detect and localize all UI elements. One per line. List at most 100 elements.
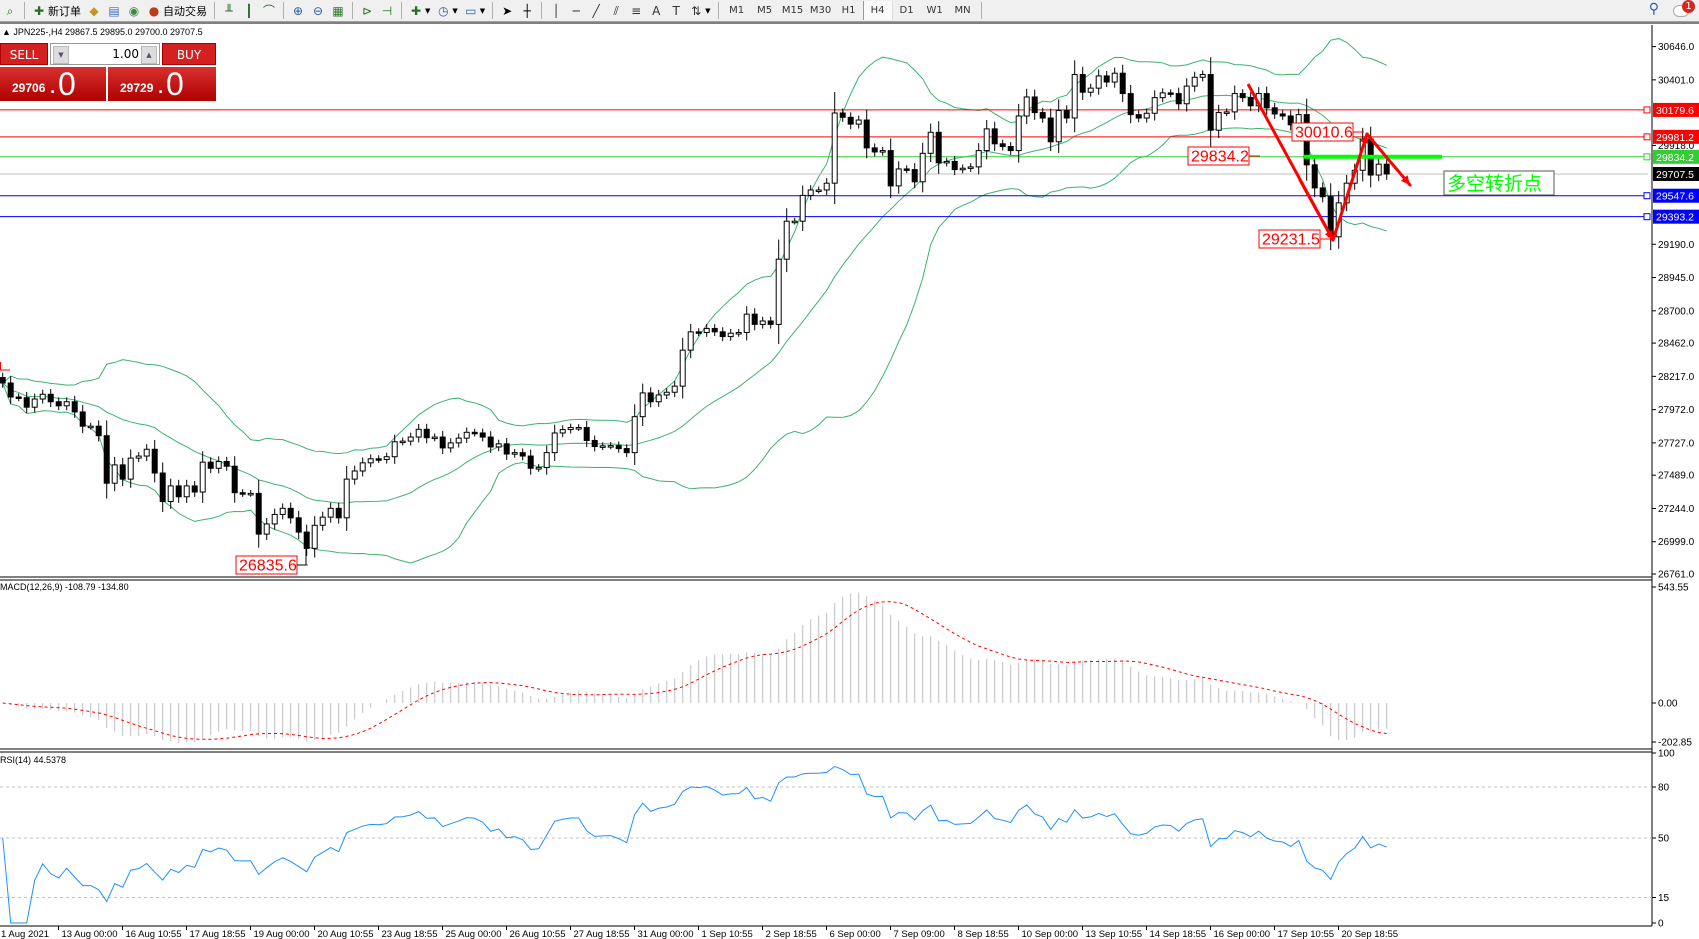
vertical-line-button[interactable]: │ <box>546 1 566 20</box>
chart-menu-icon[interactable]: ▲ <box>2 27 14 37</box>
candle-bearish <box>1079 74 1086 93</box>
candle-bearish <box>15 396 22 399</box>
candle-bullish <box>967 166 974 169</box>
time-label: 16 Aug 10:55 <box>126 929 182 939</box>
cursor-button[interactable]: ➤ <box>497 1 517 20</box>
text-button[interactable]: A <box>646 1 666 20</box>
shift-icon: ⊣ <box>381 3 393 18</box>
candle-bullish <box>31 398 38 408</box>
periods-button[interactable]: ◷ ▼ <box>433 1 460 20</box>
timeframe-m30[interactable]: M30 <box>809 5 832 16</box>
candle-bearish <box>335 507 342 519</box>
candle-bullish <box>631 416 638 454</box>
bar-chart-button[interactable]: ╨ <box>219 1 239 20</box>
time-label: 1 Aug 2021 <box>1 929 49 939</box>
time-label: 17 Aug 18:55 <box>190 929 246 939</box>
timeframe-bar: M1 M5 M15 M30 H1 H4 D1 W1 MN <box>723 1 977 20</box>
market-watch-button[interactable]: ▤ <box>104 1 124 20</box>
candle-bearish <box>1119 72 1126 95</box>
horizontal-line-button[interactable]: ─ <box>566 1 586 20</box>
timeframe-m15[interactable]: M15 <box>781 5 804 16</box>
autoscroll-button[interactable]: ⊳ <box>357 1 377 20</box>
zoom-in-button[interactable]: ⊕ <box>288 1 308 20</box>
candle-bullish <box>135 455 142 459</box>
candle-bullish <box>927 131 934 154</box>
candle-bearish <box>95 425 102 437</box>
macd-arrow-head <box>1390 730 1399 739</box>
arrows-button[interactable]: ⇅ ▼ <box>686 1 713 20</box>
candle-bearish <box>1247 97 1254 107</box>
timeframe-m5[interactable]: M5 <box>757 5 773 16</box>
chart-shift-button[interactable]: ⊣ <box>377 1 397 20</box>
candle-bearish <box>1031 96 1038 114</box>
candle-bullish <box>463 431 470 439</box>
tile-windows-button[interactable]: ▦ <box>328 1 348 20</box>
sell-button[interactable]: SELL <box>0 43 48 65</box>
candle-bullish <box>495 443 502 448</box>
tile-icon: ▦ <box>332 3 344 18</box>
trendline-button[interactable]: ╱ <box>586 1 606 20</box>
time-label: 26 Aug 10:55 <box>510 929 566 939</box>
fibo-button[interactable]: ≡ <box>626 1 646 20</box>
new-order-button[interactable]: ✚ 新订单 <box>29 1 84 20</box>
candle-bullish <box>775 258 782 325</box>
timeframe-h4[interactable]: H4 <box>862 1 893 20</box>
candle-bearish <box>863 119 870 149</box>
line-handle <box>1643 106 1651 114</box>
macd-tick-label: 543.55 <box>1658 583 1689 594</box>
line-chart-button[interactable]: ⌒ <box>259 1 279 20</box>
zoom-out-button[interactable]: ⊖ <box>308 1 328 20</box>
notifications-button[interactable]: 1 <box>1673 0 1695 17</box>
auto-trading-button[interactable]: ● 自动交易 <box>144 1 210 20</box>
crosshair-button[interactable]: ┼ <box>517 1 537 20</box>
timeframe-mn[interactable]: MN <box>954 5 971 16</box>
candle-bullish <box>703 327 710 334</box>
zigzag-down-arrow-head <box>1324 230 1333 240</box>
history-button[interactable]: ◆ <box>84 1 104 20</box>
history-icon: ◆ <box>89 3 99 18</box>
price-tick-label: 28462.0 <box>1658 339 1695 350</box>
toolbar-divider <box>541 2 543 19</box>
candle-bearish <box>527 455 534 469</box>
buy-button[interactable]: BUY <box>162 43 216 65</box>
candle-bullish <box>455 437 462 444</box>
timeframe-w1[interactable]: W1 <box>926 5 943 16</box>
candle-bullish <box>351 470 358 480</box>
lot-size-value[interactable]: 1.00 <box>112 47 139 61</box>
search-icon[interactable]: ⚲ <box>1648 1 1659 17</box>
buy-price-box[interactable]: 29729 . 0 <box>108 67 216 101</box>
candle-bullish <box>1111 72 1118 83</box>
candle-bullish <box>327 507 334 518</box>
candle-bearish <box>47 393 54 403</box>
buy-price-main: 29729 <box>120 81 154 95</box>
candle-bearish <box>1271 107 1278 115</box>
timeframe-h1[interactable]: H1 <box>841 5 856 16</box>
label-button[interactable]: T <box>666 1 686 20</box>
dropdown-arrow-icon: ▼ <box>425 6 431 15</box>
candle-chart-button[interactable]: ┃ <box>239 1 259 20</box>
candle-bullish <box>63 401 70 407</box>
price-tick-label: 28700.0 <box>1658 306 1695 317</box>
candle-bullish <box>919 152 926 183</box>
templates-button[interactable]: ▭ ▼ <box>461 1 488 20</box>
lot-size-input[interactable]: ▼ 1.00 ▲ <box>50 43 160 65</box>
candle-bullish <box>199 461 206 493</box>
lot-increase-button[interactable]: ▲ <box>141 46 157 64</box>
indicators-button[interactable]: ✚ ▼ <box>406 1 433 20</box>
lot-decrease-button[interactable]: ▼ <box>53 46 69 64</box>
timeframe-m1[interactable]: M1 <box>729 5 745 16</box>
sell-price-box[interactable]: 29706 . 0 <box>0 67 106 101</box>
bollinger-lower <box>2 127 1387 564</box>
zigzag-down-arrow <box>1298 178 1335 242</box>
candle-bearish <box>1311 164 1318 189</box>
candle-bullish <box>855 119 862 125</box>
price-line-label: 29981.2 <box>1656 132 1694 144</box>
toolbar-divider <box>717 2 719 19</box>
bollinger-upper <box>2 38 1387 455</box>
timeframe-d1[interactable]: D1 <box>899 5 914 16</box>
signals-button[interactable]: ◉ <box>124 1 144 20</box>
channel-button[interactable]: ⫽ <box>606 1 626 20</box>
candle-bearish <box>1063 110 1070 119</box>
search-button[interactable]: ⌕ <box>0 1 20 20</box>
